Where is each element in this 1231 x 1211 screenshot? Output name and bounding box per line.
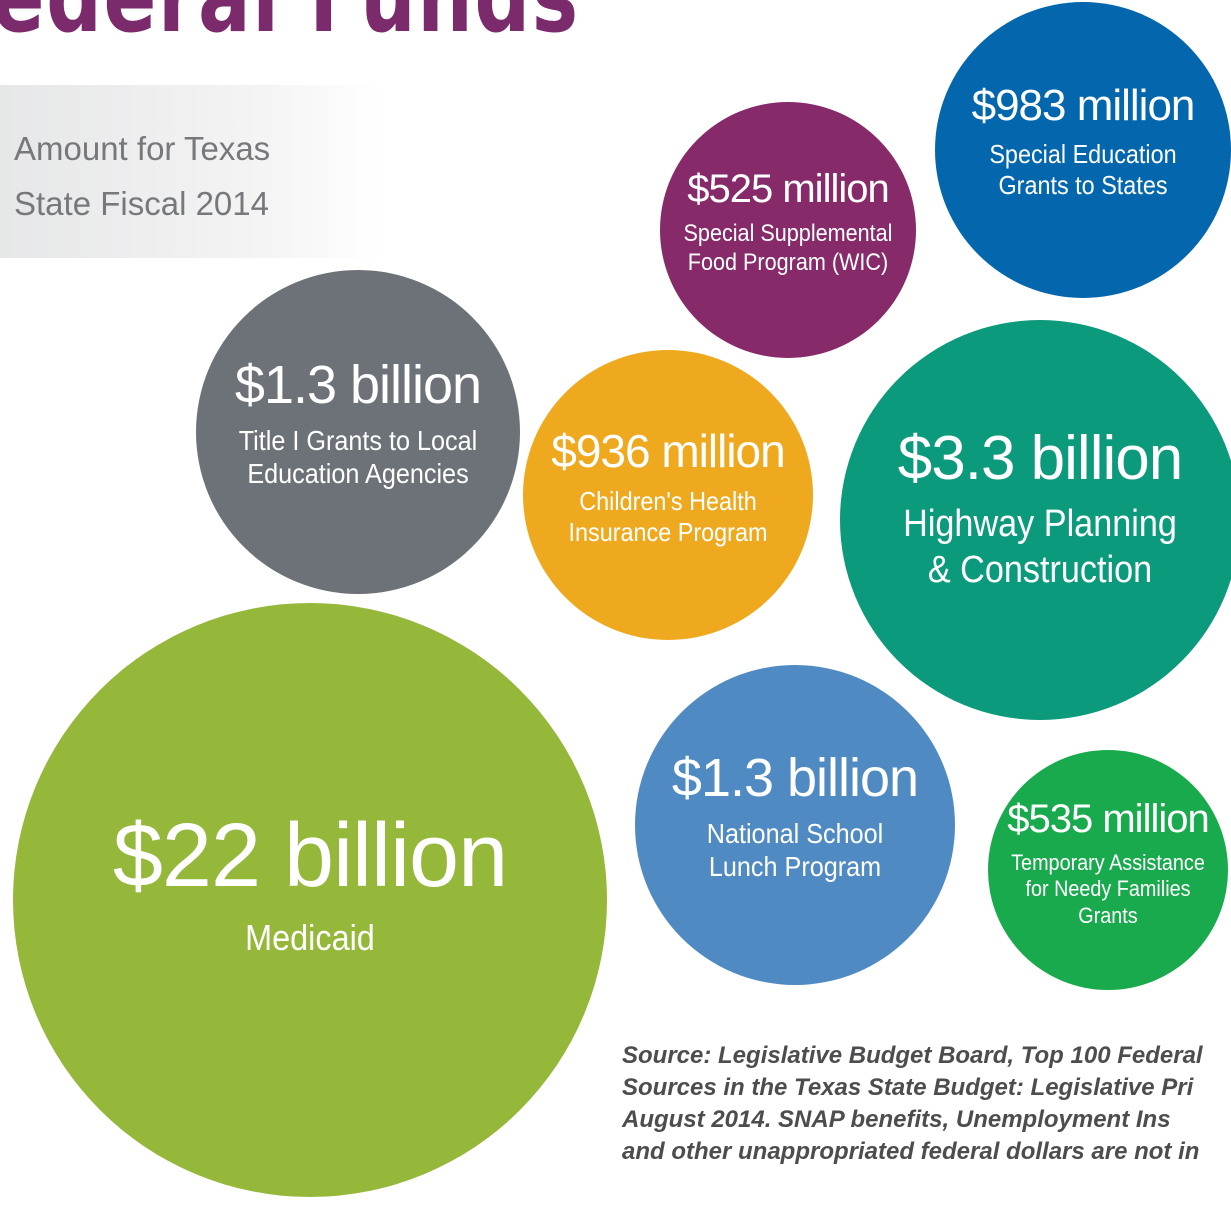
title: Federal Funds [0, 0, 580, 55]
value-label: $535 million [1007, 796, 1209, 841]
category-label: Children's Health Insurance Program [568, 486, 768, 548]
category-label: National School Lunch Program [706, 817, 884, 883]
value-label: $3.3 billion [897, 423, 1183, 493]
subtitle-box: Amount for Texas State Fiscal 2014 [0, 85, 380, 258]
category-label: Medicaid [245, 917, 375, 959]
bubble: $535 million Temporary Assistance for Nee… [988, 750, 1228, 990]
category-label: Special Supplemental Food Program (WIC) [683, 220, 893, 276]
value-label: $1.3 billion [234, 354, 482, 415]
value-label: $1.3 billion [671, 747, 919, 808]
value-label: $22 billion [112, 806, 508, 907]
bubble: $1.3 billion National School Lunch Progra… [635, 665, 955, 985]
subtitle: Amount for Texas [14, 130, 271, 167]
bubble: $22 billion Medicaid [13, 603, 607, 1197]
bubble: $3.3 billion Highway Planning & Construct… [840, 320, 1231, 720]
source-line: Sources in the Texas State Budget: Legis… [622, 1074, 1194, 1101]
bubble: $525 million Special Supplemental Food Pr… [660, 102, 916, 358]
bubble: $983 million Special Education Grants to … [935, 2, 1231, 298]
source-line: Source: Legislative Budget Board, Top 10… [622, 1042, 1203, 1069]
source-line: August 2014. SNAP benefits, Unemployment… [622, 1106, 1171, 1133]
value-label: $983 million [971, 80, 1196, 130]
source-line: and other unappropriated federal dollars… [622, 1138, 1200, 1165]
value-label: $936 million [551, 425, 785, 478]
bubble: $1.3 billion Title I Grants to Local Educ… [196, 270, 520, 594]
category-label: Highway Planning & Construction [903, 502, 1177, 591]
source: Source: Legislative Budget Board, Top 10… [622, 1040, 1203, 1168]
category-label: Temporary Assistance for Needy Families … [1011, 849, 1205, 928]
subtitle: State Fiscal 2014 [14, 185, 269, 222]
category-label: Title I Grants to Local Education Agenci… [238, 424, 478, 490]
bubble: $936 million Children's Health Insurance … [523, 350, 813, 640]
value-label: $525 million [687, 167, 889, 212]
category-label: Special Education Grants to States [989, 138, 1177, 201]
